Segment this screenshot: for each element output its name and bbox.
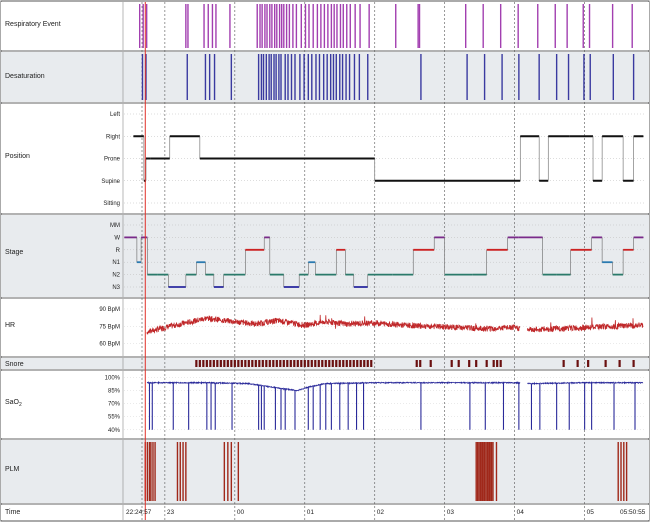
time-tick-label: 04 [517, 509, 525, 516]
hr-y-tick-label: 60 BpM [99, 342, 120, 348]
stage-level-label: R [116, 248, 121, 254]
stage-level-label: N2 [112, 273, 120, 279]
panel-label-sao2: SaO2 [5, 399, 22, 408]
panel-label-plm: PLM [5, 466, 20, 473]
hr-series-line [146, 314, 644, 335]
sao2-y-tick-label: 40% [108, 428, 121, 434]
time-tick-label: 05 [587, 509, 595, 516]
panel-band-stage [1, 215, 649, 297]
stage-level-label: MM [110, 223, 120, 229]
panel-band-hr [1, 299, 649, 356]
time-tick-label: 03 [447, 509, 455, 516]
hr-y-tick-label: 75 BpM [99, 324, 120, 330]
stage-level-label: W [114, 235, 120, 241]
sao2-y-tick-label: 70% [108, 402, 121, 408]
sao2-subscript: 2 [19, 402, 22, 408]
position-level-label: Sitting [103, 201, 120, 207]
time-start-label: 22:24:57 [126, 509, 152, 516]
time-tick-label: 02 [377, 509, 385, 516]
sao2-y-tick-label: 100% [105, 375, 121, 381]
panel-label-position: Position [5, 153, 30, 160]
hr-y-tick-label: 90 BpM [99, 307, 120, 313]
position-level-label: Prone [104, 157, 121, 163]
time-tick-label: 00 [237, 509, 245, 516]
panel-band-plm [1, 440, 649, 503]
panel-label-snore: Snore [5, 361, 24, 368]
sao2-series-line [146, 380, 644, 392]
position-level-label: Supine [101, 179, 120, 185]
panel-label-hr: HR [5, 322, 15, 329]
position-level-label: Right [106, 134, 120, 140]
stage-level-label: N3 [112, 285, 120, 291]
time-axis-label: Time [5, 509, 20, 516]
panel-label-stage: Stage [5, 249, 23, 256]
panel-label-desat: Desaturation [5, 73, 45, 80]
panel-band-desat [1, 52, 649, 102]
time-tick-label: 23 [167, 509, 175, 516]
sao2-y-tick-label: 55% [108, 415, 121, 421]
time-row-band [1, 505, 649, 520]
time-tick-label: 01 [307, 509, 315, 516]
stage-level-label: N1 [112, 260, 120, 266]
time-end-label: 05:50:55 [620, 509, 646, 516]
position-level-label: Left [110, 112, 120, 118]
panel-label-resp: Respiratory Event [5, 21, 61, 28]
sao2-y-tick-label: 85% [108, 389, 121, 395]
panel-band-sao2 [1, 371, 649, 438]
